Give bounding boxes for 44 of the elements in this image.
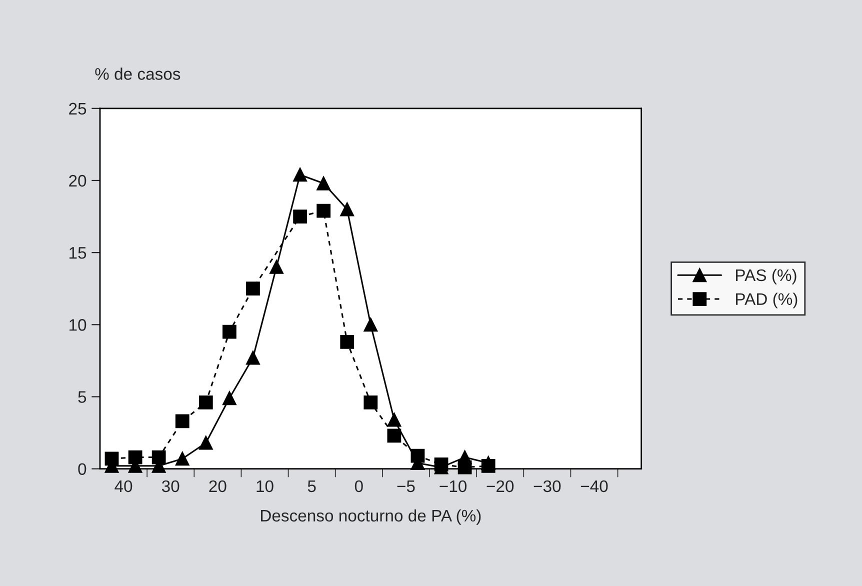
point bbox=[387, 412, 402, 427]
x-tick-label: 30 bbox=[162, 480, 180, 492]
x-tick-label: 20 bbox=[209, 480, 226, 492]
point bbox=[293, 210, 307, 224]
point bbox=[198, 436, 213, 450]
y-tick-label: 0 bbox=[78, 463, 86, 476]
point bbox=[387, 428, 402, 443]
x-tick-label: −20 bbox=[486, 480, 514, 492]
y-axis-title: % de casos bbox=[95, 68, 180, 80]
point bbox=[270, 260, 284, 274]
point bbox=[316, 176, 331, 190]
point bbox=[175, 414, 190, 428]
point bbox=[104, 452, 119, 466]
point bbox=[340, 335, 354, 349]
x-tick-label: 0 bbox=[354, 480, 363, 492]
x-tick-label: 40 bbox=[114, 480, 132, 492]
point bbox=[128, 450, 142, 464]
legend-label: PAS (%) bbox=[736, 268, 796, 284]
x-tick-label: −10 bbox=[440, 480, 467, 492]
point bbox=[175, 452, 190, 466]
point bbox=[152, 450, 166, 464]
y-tick-label: 10 bbox=[70, 319, 86, 331]
point bbox=[246, 282, 260, 296]
point bbox=[222, 391, 236, 406]
y-tick-label: 15 bbox=[70, 247, 86, 259]
y-tick-label: 20 bbox=[69, 174, 86, 187]
point bbox=[364, 396, 378, 410]
point bbox=[410, 448, 425, 463]
x-tick-label: −40 bbox=[580, 480, 608, 492]
y-tick-label: 5 bbox=[78, 391, 86, 403]
y-tick-label: 25 bbox=[69, 102, 86, 115]
point bbox=[316, 204, 331, 218]
point bbox=[246, 350, 260, 365]
x-tick-label: −30 bbox=[534, 480, 561, 492]
x-axis-title: Descenso nocturno de PA (%) bbox=[261, 509, 481, 525]
point bbox=[293, 168, 307, 182]
legend-label: PAD (%) bbox=[736, 292, 798, 308]
point bbox=[222, 324, 236, 339]
point bbox=[198, 396, 213, 410]
point bbox=[364, 318, 378, 332]
x-tick-label: 5 bbox=[308, 480, 316, 492]
x-tick-label: −5 bbox=[397, 480, 415, 492]
x-tick-label: 10 bbox=[256, 480, 274, 492]
point bbox=[340, 202, 354, 216]
